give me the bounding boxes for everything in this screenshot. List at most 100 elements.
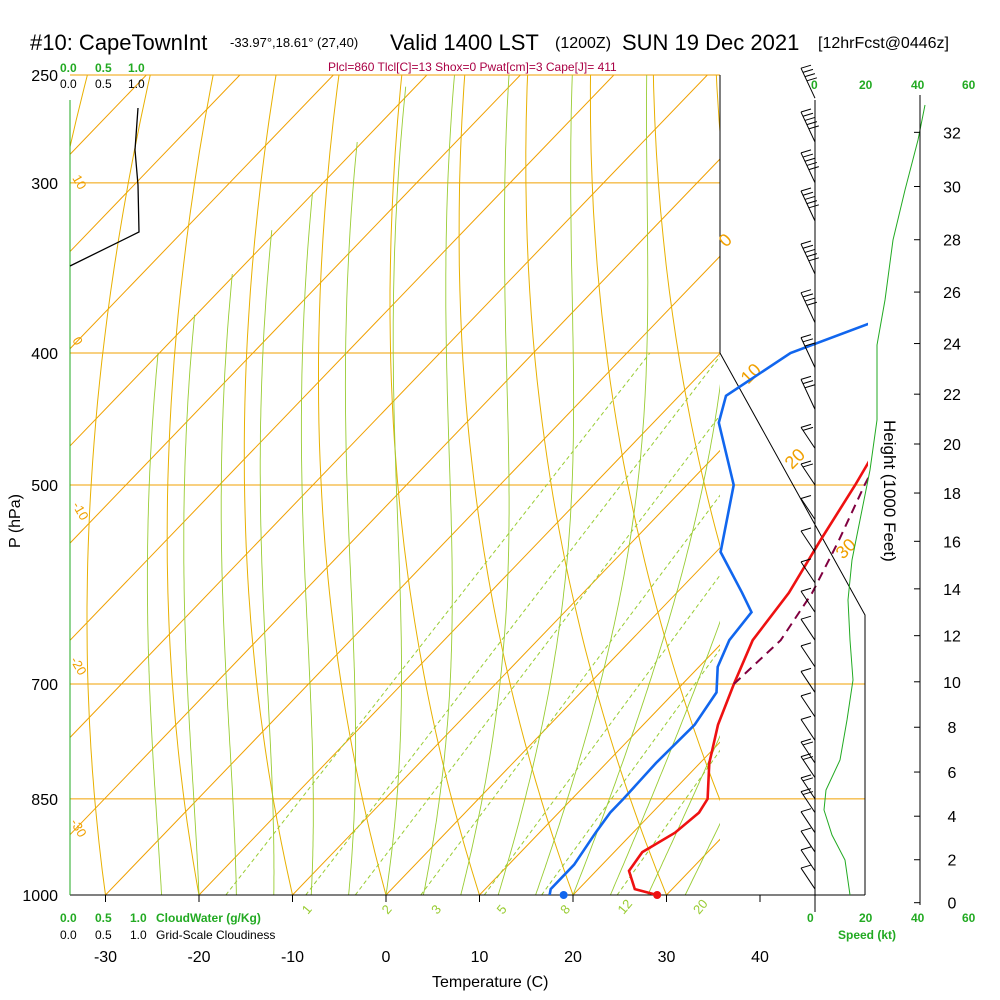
moist-adiabat-line	[535, 75, 649, 895]
wind-barb-shaft	[800, 590, 816, 613]
cloud-water-scale-top: 0.0 0.5 1.0	[60, 61, 145, 75]
wind-barb-flag	[804, 342, 816, 347]
wind-barb-shaft	[800, 811, 816, 833]
height-tick-label: 22	[943, 387, 961, 404]
x-tick-label: 20	[564, 949, 582, 966]
wind-speed-profile	[823, 104, 926, 896]
cloudiness-profile	[69, 107, 140, 267]
y-tick-label: 300	[31, 176, 58, 193]
dry-adiabat-line	[243, 75, 294, 895]
x-tick-label: -10	[281, 949, 304, 966]
y-tick-label: 1000	[22, 888, 58, 905]
svg-text:0.5: 0.5	[95, 928, 112, 942]
y-axis-label: P (hPa)	[7, 494, 24, 548]
wind-barb	[800, 558, 816, 584]
wind-barb	[800, 494, 816, 520]
wind-barb-flag	[804, 248, 816, 253]
isotherm-line	[70, 75, 334, 350]
moist-adiabat-line	[344, 141, 358, 895]
svg-text:0: 0	[807, 911, 814, 925]
wind-barb-shaft	[800, 190, 816, 222]
forecast-info: [12hrFcst@0446z]	[818, 35, 949, 52]
moist-adiabat-line	[220, 273, 237, 895]
wind-barb	[800, 375, 816, 410]
wind-barb-shaft	[800, 427, 816, 449]
indices-line: Plcl=860 Tlcl[C]=13 Shox=0 Pwat[cm]=3 Ca…	[328, 60, 617, 74]
isobar-grid	[70, 74, 865, 896]
isotherm-label: 20	[781, 445, 809, 473]
dry-adiabat-line	[318, 75, 387, 895]
wind-barb-shaft	[800, 741, 816, 764]
moist-adiabat-line	[146, 352, 163, 895]
wind-barb-flag	[802, 426, 814, 431]
wind-barb-shaft	[800, 243, 816, 275]
isotherm-line	[292, 449, 720, 895]
wind-barb	[800, 64, 818, 99]
wind-barb-flag	[806, 253, 818, 258]
wind-barb	[800, 864, 816, 890]
parcel-profile	[733, 476, 868, 685]
cloudiness-scale-top: 0.0 0.5 1.0	[60, 77, 145, 91]
wind-barb-shaft	[800, 867, 816, 890]
height-tick-label: 10	[943, 675, 961, 692]
mixing-ratio-grid	[225, 352, 720, 895]
cloud-water-scale-bottom: 0.0 0.5 1.0 CloudWater (g/Kg)	[60, 911, 261, 925]
svg-text:CloudWater (g/Kg): CloudWater (g/Kg)	[156, 911, 261, 925]
wind-barb-flag	[800, 187, 812, 192]
isotherm-label: -20	[67, 654, 89, 678]
wind-barb-shaft	[800, 849, 816, 872]
isotherm-label: 0	[715, 230, 736, 251]
station-coords: -33.97°,18.61° (27,40)	[230, 35, 358, 50]
isotherm-line	[70, 75, 241, 253]
cloudiness-scale-bottom: 0.0 0.5 1.0 Grid-Scale Cloudiness	[60, 928, 275, 942]
moist-adiabat-line	[385, 86, 407, 895]
wind-barb-flag	[800, 423, 812, 428]
wind-barb-flag	[800, 738, 812, 743]
svg-text:0.5: 0.5	[95, 911, 112, 925]
wind-barb-shaft	[800, 67, 816, 99]
dry-adiabat-grid	[70, 75, 720, 895]
wind-barb-flag	[800, 692, 812, 697]
wind-barb-flag	[800, 827, 812, 832]
wind-barb	[800, 692, 816, 718]
svg-text:1.0: 1.0	[128, 61, 145, 75]
wind-barb	[800, 334, 816, 368]
wind-barb-flag	[802, 68, 814, 73]
svg-text:0.0: 0.0	[60, 77, 77, 91]
isotherm-line	[70, 158, 720, 836]
wind-barb-shaft	[800, 337, 816, 368]
wind-barb	[800, 240, 819, 275]
surface-dewpoint-dot	[559, 891, 568, 899]
moist-adiabat-grid	[146, 75, 720, 895]
wind-barb-flag	[804, 384, 816, 389]
y-tick-label: 850	[31, 792, 58, 809]
wind-barb	[800, 846, 816, 872]
mixing-ratio-line	[616, 749, 720, 895]
mixing-ratio-label: 12	[614, 896, 635, 917]
wind-barb	[800, 149, 819, 184]
wind-barb	[800, 738, 816, 764]
wind-barb-flag	[800, 494, 812, 499]
valid-time: Valid 1400 LST	[390, 30, 539, 55]
surface-temperature-dot	[653, 891, 662, 899]
wind-barb-flag	[802, 112, 814, 117]
pressure-axis: 250 300 400 500 700 850 1000	[22, 68, 58, 905]
wind-barb-flag	[802, 191, 814, 196]
moist-adiabat-line	[497, 75, 575, 895]
wind-barb-flag	[804, 195, 816, 200]
wind-barb-shaft	[800, 292, 816, 323]
svg-text:60: 60	[962, 78, 976, 92]
wind-barb-shaft	[800, 111, 816, 143]
wind-barb-flag	[802, 380, 814, 385]
svg-text:20: 20	[859, 911, 873, 925]
wind-barb	[800, 527, 816, 553]
height-tick-label: 28	[943, 233, 961, 250]
moist-adiabat-line	[259, 230, 275, 895]
temperature-axis: -30 -20 -10 0 10 20 30 40	[94, 895, 769, 966]
height-tick-label: 8	[948, 720, 957, 737]
height-tick-label: 20	[943, 437, 961, 454]
sounding-profiles	[548, 322, 868, 895]
dry-adiabat-line	[86, 75, 151, 895]
